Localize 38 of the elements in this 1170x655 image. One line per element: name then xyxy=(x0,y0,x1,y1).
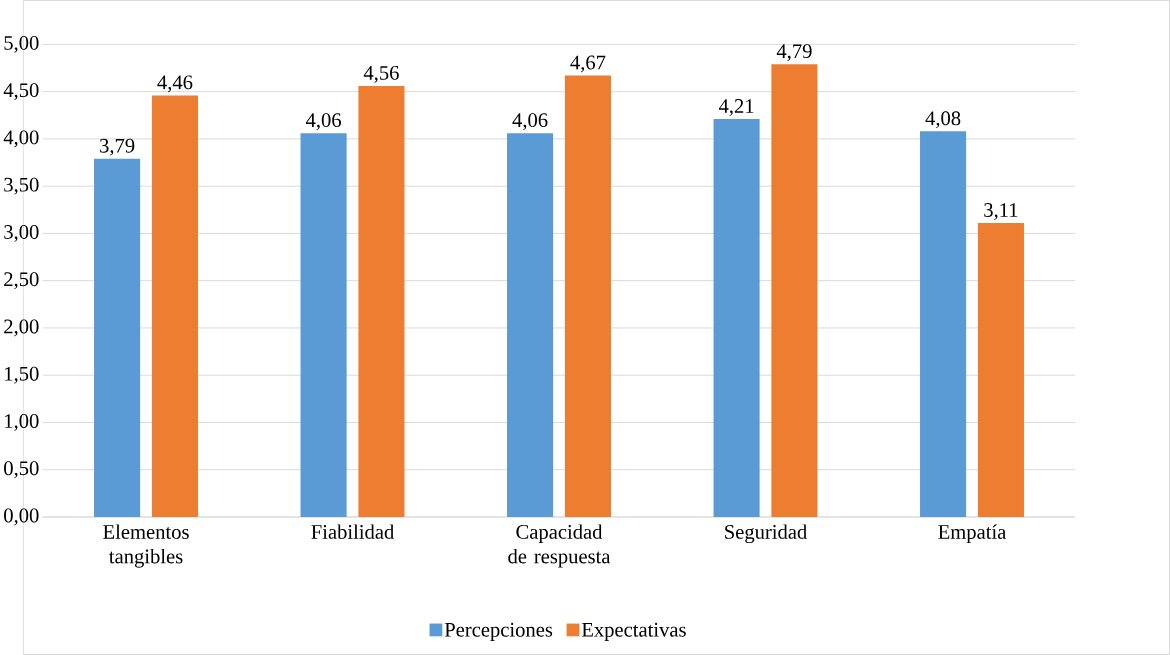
y-tick-label: 2,50 xyxy=(4,272,39,290)
bar xyxy=(713,119,760,517)
y-tick-label: 4,50 xyxy=(3,83,39,101)
y-tick-label: 3,00 xyxy=(4,225,39,242)
x-tick-label: Fiabilidad xyxy=(311,524,395,539)
x-tick-label: Seguridad xyxy=(725,524,807,544)
data-label: 4,06 xyxy=(512,113,548,131)
bar xyxy=(358,85,405,517)
legend-label: Percepciones xyxy=(444,622,553,641)
x-tick-label: Empatía xyxy=(938,524,1007,544)
y-tick-label: 1,00 xyxy=(5,414,39,431)
bar xyxy=(564,75,611,517)
bar xyxy=(920,131,967,517)
data-label: 4,67 xyxy=(570,55,606,73)
data-label: 3,11 xyxy=(984,203,1018,220)
data-label: 4,06 xyxy=(305,113,341,131)
bar xyxy=(151,95,198,517)
x-tick-label: Capacidad de respuesta xyxy=(508,524,611,568)
data-label: 4,08 xyxy=(925,111,961,129)
bar xyxy=(94,158,141,517)
bar xyxy=(300,133,347,517)
y-tick-label: 1,50 xyxy=(5,366,39,384)
bar xyxy=(771,64,818,517)
bar xyxy=(507,133,554,517)
data-label: 4,56 xyxy=(363,66,399,83)
y-tick-label: 4,00 xyxy=(3,130,39,148)
y-tick-label: 0,00 xyxy=(4,508,39,526)
bar xyxy=(977,223,1024,517)
y-tick-label: 3,50 xyxy=(4,177,39,195)
data-label: 4,21 xyxy=(718,99,754,116)
y-tick-label: 2,00 xyxy=(4,319,39,337)
data-label: 4,79 xyxy=(776,44,812,62)
data-label: 4,46 xyxy=(157,75,193,93)
y-tick-label: 5,00 xyxy=(4,35,39,53)
legend-label: Expectativas xyxy=(581,622,686,641)
y-tick-label: 0,50 xyxy=(4,461,39,479)
data-label: 3,79 xyxy=(100,138,135,156)
x-tick-label: Elementos tangibles xyxy=(103,524,189,568)
